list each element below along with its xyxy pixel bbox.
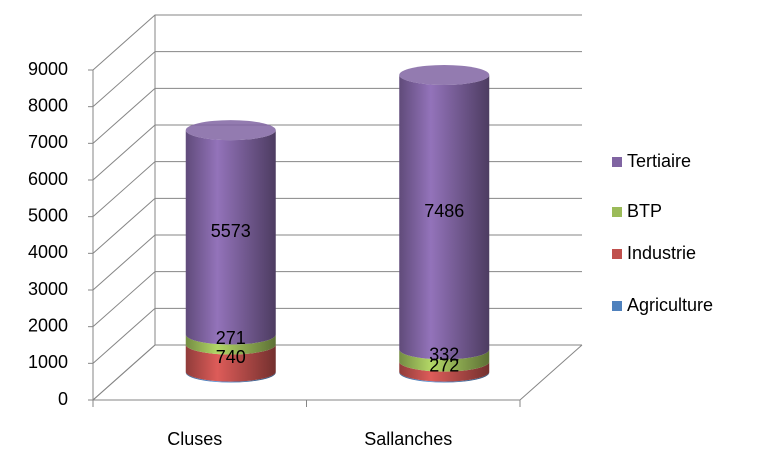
legend-swatch	[612, 157, 622, 167]
legend-label: Agriculture	[627, 295, 713, 315]
cylinder-segment	[185, 344, 276, 382]
legend-label: Tertiaire	[627, 151, 691, 171]
y-tick-label: 0	[58, 389, 68, 409]
data-label: 740	[216, 347, 246, 367]
data-label: 332	[429, 344, 459, 364]
cylinder-segment	[185, 130, 276, 345]
data-label: 272	[429, 355, 459, 375]
y-tick-label: 8000	[28, 95, 68, 115]
floor	[92, 344, 583, 401]
x-tick-label: Cluses	[167, 429, 222, 449]
data-label: 7486	[424, 201, 464, 221]
grid-line	[92, 197, 582, 254]
grid-line	[92, 51, 582, 108]
legend-swatch	[612, 207, 622, 217]
y-tick-label: 9000	[28, 59, 68, 79]
grid-line	[92, 271, 582, 328]
grid-line	[92, 87, 582, 144]
cylinder-top	[399, 64, 490, 85]
y-tick-label: 7000	[28, 132, 68, 152]
y-tick-label: 2000	[28, 315, 68, 335]
y-tick-label: 6000	[28, 169, 68, 189]
grid-line	[92, 14, 582, 71]
legend-swatch	[612, 249, 622, 259]
legend-label: Industrie	[627, 243, 696, 263]
cylinder-segment	[185, 334, 276, 355]
grid-line	[92, 234, 582, 291]
x-tick-label: Sallanches	[364, 429, 452, 449]
data-label: 271	[216, 328, 246, 348]
cylinder-segment	[399, 74, 490, 360]
grid-line	[92, 344, 582, 401]
y-tick-label: 4000	[28, 242, 68, 262]
grid-line	[92, 124, 582, 181]
grid-line	[92, 307, 582, 364]
cylinder-segment	[399, 361, 490, 382]
y-tick-label: 1000	[28, 352, 68, 372]
cylinder-segment	[399, 349, 490, 372]
legend-swatch	[612, 301, 622, 311]
grid-line	[92, 161, 582, 218]
y-tick-label: 5000	[28, 205, 68, 225]
data-label: 5573	[211, 221, 251, 241]
cylinder-top	[185, 120, 276, 141]
legend-label: BTP	[627, 201, 662, 221]
y-tick-label: 3000	[28, 279, 68, 299]
